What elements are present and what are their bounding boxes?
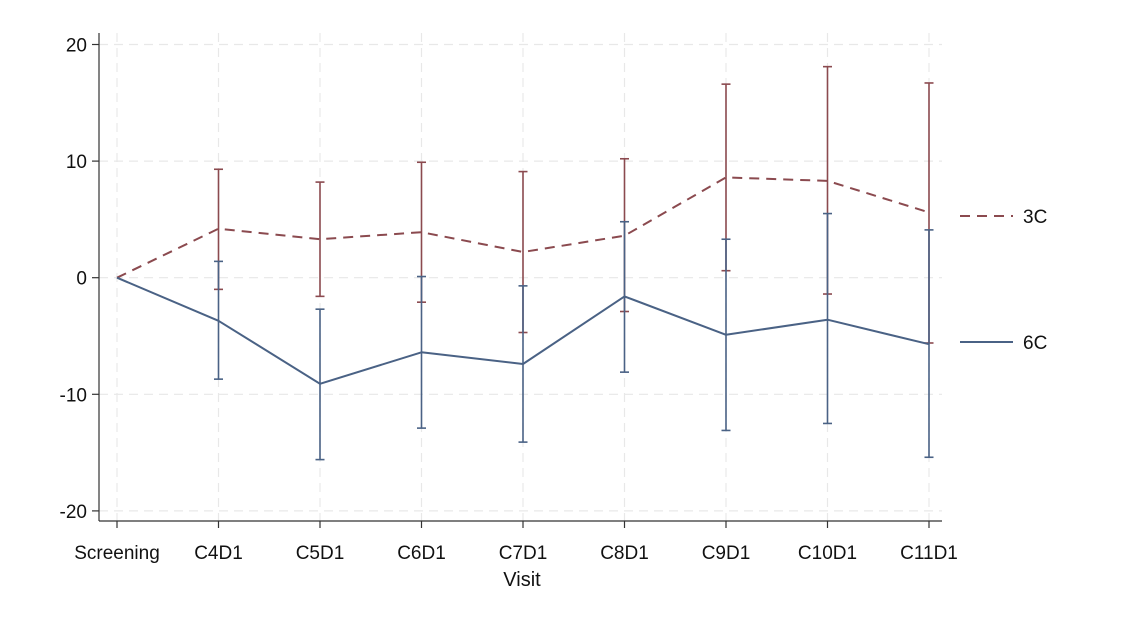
x-tick-label: C10D1	[798, 543, 857, 564]
y-tick-label: -20	[60, 502, 87, 523]
x-tick-label: C8D1	[600, 543, 649, 564]
y-tick-label: 0	[76, 269, 87, 290]
x-axis-title: Visit	[503, 569, 541, 591]
legend-label-6C: 6C	[1023, 333, 1047, 354]
x-ticks: Screening C4D1 C5D1 C6D1 C7D1 C8D1 C9D1 C10D1 C1…	[74, 521, 958, 564]
axes	[98, 33, 942, 522]
x-tick-label: C5D1	[296, 543, 345, 564]
y-tick-label: 10	[66, 152, 87, 173]
y-tick-label: -10	[60, 385, 87, 406]
x-tick-label: C6D1	[397, 543, 446, 564]
legend: 3C 6C	[960, 207, 1047, 354]
series-lines	[116, 176, 930, 385]
x-tick-label: C4D1	[194, 543, 243, 564]
legend-label-3C: 3C	[1023, 207, 1047, 228]
error-bar-6C	[823, 212, 832, 425]
gridlines	[99, 33, 942, 521]
x-tick-label: C11D1	[900, 543, 958, 564]
error-bar-3C	[315, 181, 325, 298]
series-line-6C	[116, 276, 930, 385]
y-ticks: -20 -10 0 10 20	[60, 36, 99, 523]
x-tick-label: Screening	[74, 543, 160, 564]
x-tick-label: C9D1	[702, 543, 751, 564]
y-tick-label: 20	[66, 36, 87, 57]
x-tick-label: C7D1	[499, 543, 548, 564]
